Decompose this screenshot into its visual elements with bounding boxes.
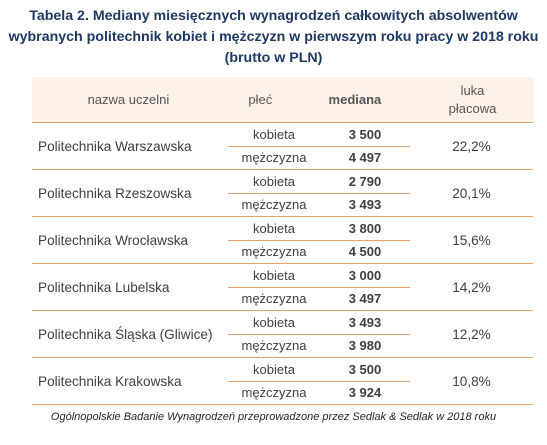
table-row: Politechnika Krakowska kobieta 3 500 męż…: [32, 357, 533, 405]
gender-label: kobieta: [253, 220, 295, 236]
gender-label: mężczyzna: [241, 338, 307, 354]
gender-label: mężczyzna: [241, 291, 307, 307]
gender-label: mężczyzna: [241, 244, 307, 260]
male-row: mężczyzna 3 980: [228, 333, 410, 358]
header-name: nazwa uczelni: [87, 92, 170, 107]
gender-rows: kobieta 3 500 mężczyzna 4 497: [228, 123, 410, 169]
median-value: 4 497: [348, 150, 382, 166]
pay-gap: 12,2%: [452, 326, 491, 342]
header-gender: płeć: [248, 92, 273, 107]
source-footnote: Ogólnopolskie Badanie Wynagrodzeń przepr…: [50, 411, 497, 423]
header-gap: luka płacowa: [412, 82, 533, 118]
gender-label: kobieta: [253, 173, 295, 189]
median-value: 3 500: [348, 126, 382, 142]
table-row: Politechnika Warszawska kobieta 3 500 mę…: [32, 122, 533, 169]
gender-rows: kobieta 3 800 mężczyzna 4 500: [228, 217, 410, 263]
male-row: mężczyzna 3 497: [228, 286, 410, 311]
median-value: 3 924: [348, 385, 382, 401]
female-row: kobieta 3 000: [228, 264, 410, 287]
gender-label: mężczyzna: [241, 197, 307, 213]
table-row: Politechnika Lubelska kobieta 3 000 mężc…: [32, 263, 533, 310]
gender-label: kobieta: [253, 267, 295, 283]
gender-rows: kobieta 3 000 mężczyzna 3 497: [228, 264, 410, 310]
university-name: Politechnika Rzeszowska: [38, 185, 192, 201]
median-value: 3 493: [348, 197, 382, 213]
pay-gap: 14,2%: [452, 279, 491, 295]
gender-label: mężczyzna: [241, 385, 307, 401]
title-line-1: Tabela 2. Mediany miesięcznych wynagrodz…: [29, 8, 518, 24]
university-name: Politechnika Krakowska: [38, 373, 182, 389]
female-row: kobieta 3 500: [228, 123, 410, 146]
male-row: mężczyzna 3 924: [228, 380, 410, 405]
female-row: kobieta 3 800: [228, 217, 410, 240]
header-median: mediana: [328, 92, 382, 107]
gender-label: kobieta: [253, 314, 295, 330]
university-name: Politechnika Warszawska: [38, 138, 192, 154]
title-line-3: (brutto w PLN): [224, 50, 323, 66]
gender-rows: kobieta 3 493 mężczyzna 3 980: [228, 311, 410, 357]
female-row: kobieta 3 500: [228, 358, 410, 381]
gender-rows: kobieta 3 500 mężczyzna 3 924: [228, 358, 410, 404]
table-header: nazwa uczelni płeć mediana luka płacowa: [32, 77, 533, 122]
table-row: Politechnika Wrocławska kobieta 3 800 mę…: [32, 216, 533, 263]
pay-gap: 10,8%: [452, 373, 491, 389]
median-value: 3 800: [348, 220, 382, 236]
median-value: 3 497: [348, 291, 382, 307]
table-row: Politechnika Śląska (Gliwice) kobieta 3 …: [32, 310, 533, 357]
pay-gap: 20,1%: [452, 185, 491, 201]
median-value: 4 500: [348, 244, 382, 260]
gender-rows: kobieta 2 790 mężczyzna 3 493: [228, 170, 410, 216]
median-value: 3 000: [348, 267, 382, 283]
gender-label: mężczyzna: [241, 150, 307, 166]
gender-label: kobieta: [253, 126, 295, 142]
male-row: mężczyzna 4 497: [228, 145, 410, 170]
median-value: 2 790: [348, 173, 382, 189]
pay-gap: 22,2%: [452, 138, 491, 154]
median-value: 3 493: [348, 314, 382, 330]
female-row: kobieta 3 493: [228, 311, 410, 334]
university-name: Politechnika Śląska (Gliwice): [38, 326, 213, 342]
title-line-2: wybranych politechnik kobiet i mężczyzn …: [8, 29, 539, 45]
header-gap-line-2: płacowa: [448, 100, 497, 116]
male-row: mężczyzna 4 500: [228, 239, 410, 264]
gender-label: kobieta: [253, 361, 295, 377]
table-body: Politechnika Warszawska kobieta 3 500 mę…: [32, 122, 533, 405]
table-row: Politechnika Rzeszowska kobieta 2 790 mę…: [32, 169, 533, 216]
university-name: Politechnika Wrocławska: [38, 232, 189, 248]
salary-table: nazwa uczelni płeć mediana luka płacowa …: [32, 77, 533, 405]
table-title: Tabela 2. Mediany miesięcznych wynagrodz…: [0, 6, 547, 69]
median-value: 3 500: [348, 361, 382, 377]
median-value: 3 980: [348, 338, 382, 354]
university-name: Politechnika Lubelska: [38, 279, 170, 295]
female-row: kobieta 2 790: [228, 170, 410, 193]
male-row: mężczyzna 3 493: [228, 192, 410, 217]
pay-gap: 15,6%: [452, 232, 491, 248]
header-gap-line-1: luka: [460, 82, 485, 98]
